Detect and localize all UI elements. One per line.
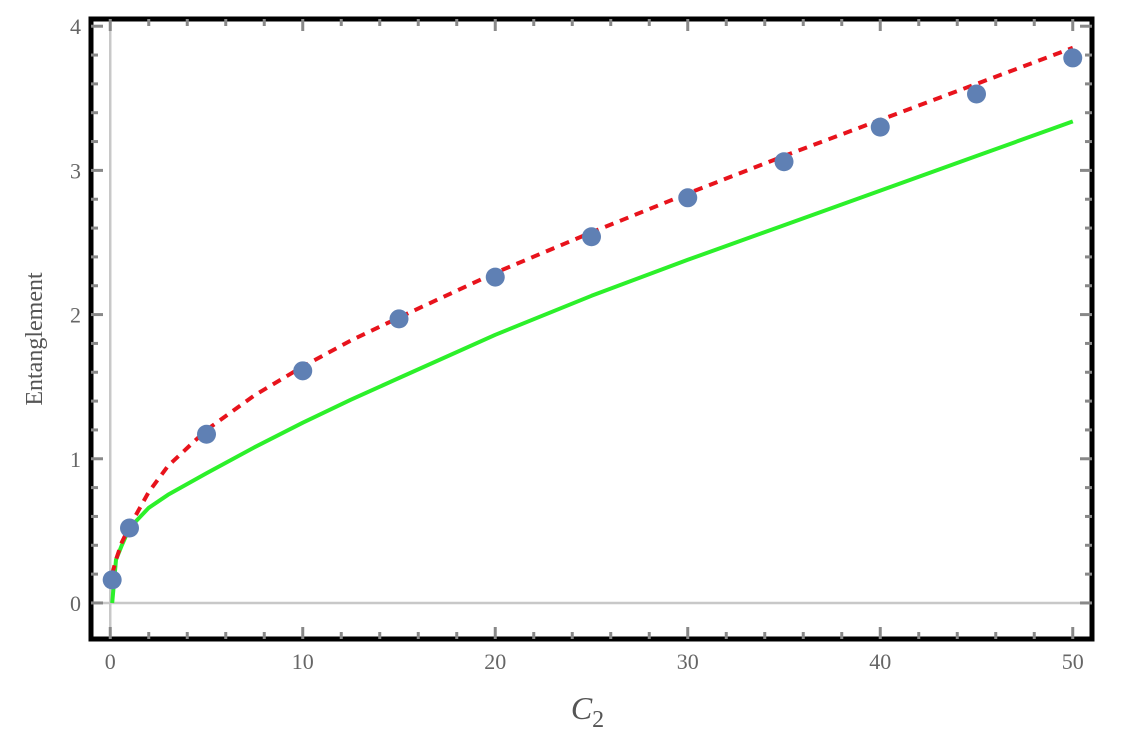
y-tick-label: 1 — [70, 447, 81, 472]
y-tick-label: 0 — [70, 591, 81, 616]
plot-area — [102, 45, 1083, 604]
y-tick-label: 3 — [70, 158, 81, 183]
x-axis-title-main: C — [571, 690, 593, 726]
y-tick-label: 4 — [70, 14, 81, 39]
x-axis-title: C2 — [571, 690, 604, 733]
x-tick-label: 30 — [677, 649, 699, 674]
data-point — [582, 227, 601, 247]
data-point — [389, 309, 409, 329]
data-point — [293, 361, 313, 381]
data-point — [774, 152, 794, 172]
data-point — [1063, 48, 1083, 68]
y-axis-title: Entanglement — [22, 272, 48, 406]
frame-ticks — [91, 19, 1092, 639]
data-point — [485, 267, 505, 287]
data-point — [102, 570, 122, 590]
origin-axes — [91, 19, 1092, 639]
data-point — [678, 188, 698, 208]
data-point — [967, 84, 986, 104]
x-tick-label: 10 — [292, 649, 314, 674]
x-tick-label: 50 — [1062, 649, 1084, 674]
y-tick-label: 2 — [70, 303, 81, 328]
data-point — [870, 117, 890, 137]
x-axis-title-subscript: 2 — [592, 707, 604, 733]
x-tick-label: 20 — [484, 649, 506, 674]
x-tick-label: 40 — [869, 649, 891, 674]
green-solid-curve — [110, 119, 1074, 604]
x-tick-label: 0 — [105, 649, 116, 674]
plot-frame — [88, 16, 1095, 642]
data-point — [197, 424, 216, 444]
tick-labels: 0 10 20 30 40 50 0 1 2 3 4 — [70, 14, 1084, 674]
data-point — [120, 518, 139, 538]
red-dashed-curve — [110, 45, 1074, 575]
